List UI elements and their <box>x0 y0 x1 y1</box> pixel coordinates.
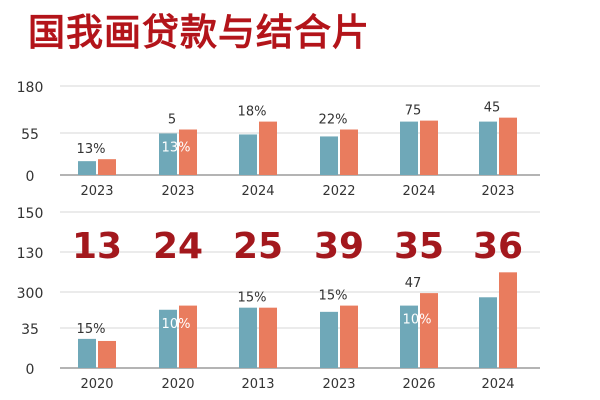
data-label: 15% <box>238 291 267 306</box>
bar-series-a <box>320 136 338 175</box>
bar-series-b <box>420 293 438 368</box>
bar-series-b <box>499 117 517 175</box>
bar-series-b <box>98 340 116 368</box>
bar-series-b <box>179 305 197 368</box>
bar-series-b <box>179 129 197 175</box>
bar-series-b <box>420 120 438 175</box>
x-category-label: 2020 <box>161 377 194 392</box>
data-label: 47 <box>405 276 422 291</box>
bar-series-b <box>340 129 358 175</box>
y-tick-label: 55 <box>21 127 39 143</box>
bar-series-b <box>259 121 277 175</box>
big-number-label: 13 <box>72 226 122 267</box>
data-label: 22% <box>319 113 348 128</box>
bar-series-b <box>340 305 358 368</box>
y-tick-label: 35 <box>21 322 39 338</box>
bar-series-a <box>239 307 257 368</box>
big-number-label: 35 <box>394 226 444 267</box>
big-number-label: 39 <box>314 226 364 267</box>
y-tick-label: 0 <box>26 169 35 185</box>
bar-series-a <box>159 133 177 175</box>
bar-series-a <box>400 305 418 368</box>
bar-series-b <box>259 307 277 368</box>
data-label-inner: 13% <box>162 140 191 155</box>
big-number-label: 36 <box>473 226 523 267</box>
y-tick-label: 180 <box>17 80 44 96</box>
bar-series-a <box>239 134 257 175</box>
bar-series-a <box>400 121 418 175</box>
data-label: 15% <box>319 289 348 304</box>
data-label: 15% <box>77 322 106 337</box>
bar-series-a <box>159 309 177 368</box>
data-label: 18% <box>238 105 267 120</box>
big-number-label: 24 <box>153 226 203 267</box>
data-label: 5 <box>168 113 176 128</box>
x-category-label: 2020 <box>80 377 113 392</box>
bar-series-a <box>479 121 497 175</box>
chart-title: 国我画贷款与结合片 <box>28 11 370 54</box>
bar-series-a <box>78 338 96 368</box>
data-label-inner: 10% <box>403 313 432 328</box>
y-tick-label: 130 <box>17 246 44 262</box>
x-category-label: 2023 <box>80 184 113 199</box>
x-category-label: 2023 <box>322 377 355 392</box>
x-category-label: 2024 <box>402 184 435 199</box>
x-category-label: 2024 <box>481 377 514 392</box>
bar-series-a <box>320 311 338 368</box>
y-tick-label: 300 <box>17 286 44 302</box>
bar-series-b <box>98 159 116 175</box>
data-label-inner: 10% <box>162 317 191 332</box>
x-category-label: 2013 <box>241 377 274 392</box>
x-category-label: 2024 <box>241 184 274 199</box>
big-number-label: 25 <box>233 226 283 267</box>
x-category-label: 2023 <box>481 184 514 199</box>
data-label: 13% <box>77 142 106 157</box>
y-tick-label: 0 <box>26 362 35 378</box>
bar-series-a <box>78 161 96 175</box>
data-label: 75 <box>405 104 422 119</box>
bar-series-b <box>499 272 517 368</box>
x-category-label: 2023 <box>161 184 194 199</box>
data-label: 45 <box>484 101 501 116</box>
x-category-label: 2026 <box>402 377 435 392</box>
y-tick-label: 150 <box>17 206 44 222</box>
bar-series-a <box>479 297 497 368</box>
x-category-label: 2022 <box>322 184 355 199</box>
